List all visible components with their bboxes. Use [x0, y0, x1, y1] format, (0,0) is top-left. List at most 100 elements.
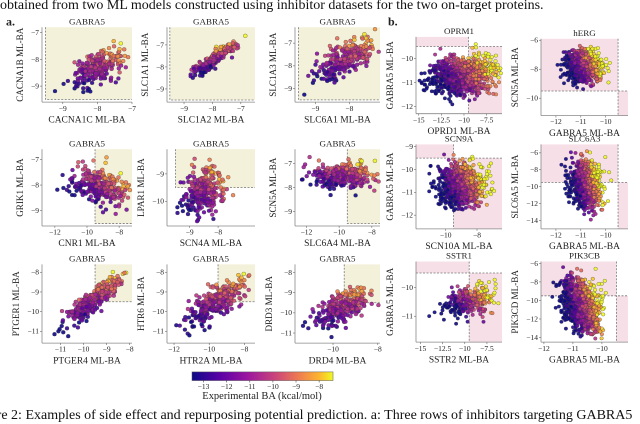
data-point	[85, 319, 89, 323]
data-point	[101, 50, 105, 54]
data-point	[433, 69, 437, 72]
data-point	[321, 185, 325, 189]
scatter-points	[301, 285, 380, 339]
y-tick-label: −10	[526, 94, 538, 103]
x-tick-label: −10	[600, 117, 612, 126]
data-point	[328, 44, 332, 48]
data-point	[192, 175, 196, 179]
data-point	[360, 289, 364, 293]
data-point	[369, 38, 373, 42]
data-point	[80, 306, 84, 310]
data-point	[430, 90, 434, 93]
data-point	[423, 79, 427, 82]
data-point	[65, 326, 69, 330]
data-point	[443, 97, 447, 100]
data-point	[107, 62, 111, 66]
data-point	[365, 57, 369, 61]
data-point	[437, 73, 441, 76]
data-point	[223, 291, 227, 295]
data-point	[334, 46, 338, 50]
data-point	[322, 77, 326, 81]
data-point	[339, 57, 343, 61]
data-point	[301, 324, 305, 328]
data-point	[444, 207, 448, 210]
data-point	[109, 79, 113, 83]
data-point	[563, 72, 567, 75]
data-point	[117, 176, 121, 180]
data-point	[70, 310, 74, 314]
data-point	[208, 60, 212, 64]
data-point	[96, 58, 100, 62]
data-point	[432, 64, 436, 67]
data-point	[438, 68, 442, 71]
data-point	[180, 204, 184, 208]
data-point	[475, 61, 479, 64]
data-point	[339, 309, 343, 313]
data-point	[420, 72, 424, 75]
data-point	[364, 299, 368, 303]
data-point	[204, 305, 208, 309]
data-point	[80, 68, 84, 72]
x-tick-label: −8	[240, 345, 248, 354]
data-point	[302, 165, 306, 169]
data-point	[104, 195, 108, 199]
data-point	[66, 315, 70, 319]
x-tick-label: −10	[333, 228, 345, 237]
y-tick-label: −11	[153, 327, 165, 336]
data-point	[236, 43, 240, 47]
data-point	[343, 57, 347, 61]
data-point	[309, 315, 313, 319]
x-tick-label: −10	[78, 345, 90, 354]
data-point	[356, 163, 360, 167]
data-point	[351, 43, 355, 47]
data-point	[307, 171, 311, 175]
data-point	[446, 74, 450, 77]
data-point	[76, 63, 80, 67]
data-point	[306, 326, 310, 330]
data-point	[440, 86, 444, 89]
data-point	[195, 219, 199, 223]
data-point	[232, 299, 236, 303]
data-point	[579, 79, 583, 82]
x-tick-label: −12	[168, 345, 180, 354]
x-tick-label: −8	[214, 228, 222, 237]
data-point	[175, 205, 179, 209]
data-point	[81, 177, 85, 181]
y-axis-label: HTR6 ML-BA	[137, 276, 147, 331]
data-point	[559, 68, 563, 71]
data-point	[94, 293, 98, 297]
data-point	[602, 71, 606, 74]
data-point	[450, 62, 454, 65]
x-tick-label: −12.5	[433, 115, 451, 124]
data-point	[360, 314, 364, 318]
data-point	[494, 59, 498, 62]
data-point	[355, 173, 359, 177]
data-point	[213, 187, 217, 191]
data-point	[328, 171, 332, 175]
data-point	[80, 62, 84, 66]
data-point	[203, 171, 207, 175]
data-point	[582, 77, 586, 80]
data-point	[496, 63, 500, 66]
data-point	[80, 319, 84, 323]
data-point	[197, 215, 201, 219]
data-point	[61, 330, 65, 334]
data-point	[317, 166, 321, 170]
data-point	[112, 195, 116, 199]
data-point	[463, 70, 467, 73]
data-point	[463, 65, 467, 68]
data-point	[469, 73, 473, 76]
data-point	[326, 312, 330, 316]
data-point	[103, 296, 107, 300]
data-point	[84, 297, 88, 301]
data-point	[92, 176, 96, 180]
data-point	[464, 85, 468, 88]
data-point	[427, 77, 431, 80]
shaded-region	[618, 91, 628, 116]
data-point	[85, 190, 89, 194]
y-tick-label: −7	[31, 28, 39, 37]
data-point	[236, 291, 240, 295]
data-point	[232, 45, 236, 49]
